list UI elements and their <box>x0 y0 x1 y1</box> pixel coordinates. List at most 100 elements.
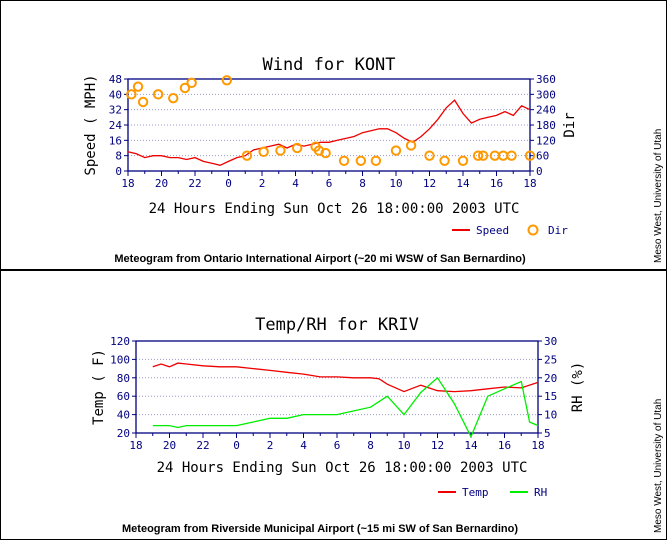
series-dir-point <box>338 155 350 166</box>
series-dir-point <box>132 81 144 92</box>
plot-area <box>127 78 531 172</box>
wind-caption: Meteogram from Ontario International Air… <box>114 253 526 265</box>
series-dir-point <box>186 77 197 89</box>
chart-divider <box>0 269 667 271</box>
x-tick-label: 12 <box>431 439 444 452</box>
y2-tick-label: 360 <box>536 73 556 86</box>
x-tick-label: 20 <box>163 439 176 452</box>
y-tick-label: 20 <box>117 427 130 440</box>
series-dir-point <box>405 140 417 151</box>
legend-label: Temp <box>462 486 489 499</box>
series-dir-point <box>168 92 179 104</box>
y-tick-label: 60 <box>117 390 130 403</box>
series-dir-point <box>439 155 450 166</box>
legend-label: Speed <box>476 224 509 237</box>
series-dir-point <box>179 82 191 94</box>
temp-credit: Meso West, University of Utah <box>653 398 664 533</box>
y-tick-label: 0 <box>115 165 122 178</box>
x-tick-label: 14 <box>456 177 470 190</box>
series-dir-point <box>241 150 253 161</box>
y-tick-label: 80 <box>117 372 130 385</box>
y-tick-label: 24 <box>109 119 123 132</box>
series-dir-point <box>472 150 484 161</box>
wind-credit: Meso West, University of Utah <box>653 128 664 263</box>
x-axis-title: 24 Hours Ending Sun Oct 26 18:00:00 2003… <box>149 201 520 217</box>
x-tick-label: 2 <box>267 439 274 452</box>
x-tick-label: 14 <box>464 439 478 452</box>
y2-axis-title: Dir <box>562 112 578 137</box>
series-dir-point <box>524 150 536 161</box>
y-tick-label: 100 <box>110 353 130 366</box>
wind-chart: Wind for KONT081624324048060120180240300… <box>83 55 578 237</box>
series-speed-line <box>127 99 531 166</box>
temp-caption: Meteogram from Riverside Municipal Airpo… <box>122 523 518 535</box>
series-dir-point <box>221 75 233 86</box>
x-tick-label: 18 <box>531 439 544 452</box>
y-tick-label: 8 <box>115 150 122 163</box>
x-tick-label: 6 <box>326 177 333 190</box>
x-tick-label: 18 <box>523 177 536 190</box>
series-dir-point <box>320 147 331 159</box>
y-tick-label: 48 <box>109 73 122 86</box>
y2-tick-label: 180 <box>536 119 556 132</box>
y2-tick-label: 120 <box>536 134 556 147</box>
temp-rh-chart: Temp/RH for KRIV204060801001205101520253… <box>91 315 586 499</box>
y2-axis-title: RH (%) <box>570 362 586 413</box>
x-tick-label: 22 <box>188 177 201 190</box>
x-tick-label: 0 <box>225 177 232 190</box>
x-tick-label: 18 <box>129 439 142 452</box>
x-tick-label: 8 <box>359 177 366 190</box>
series-rh-line <box>152 376 539 439</box>
y2-tick-label: 5 <box>544 427 551 440</box>
series-dir-point <box>370 155 382 166</box>
y2-tick-label: 300 <box>536 88 556 101</box>
y2-tick-label: 240 <box>536 104 556 117</box>
y-tick-label: 40 <box>117 409 130 422</box>
series-dir-point <box>152 89 164 100</box>
series-dir-point <box>137 96 149 108</box>
y-tick-label: 32 <box>109 104 122 117</box>
series-dir-point <box>457 155 469 166</box>
y2-tick-label: 20 <box>544 372 557 385</box>
y-axis-title: Speed ( MPH) <box>83 74 99 175</box>
series-temp-line <box>152 362 539 393</box>
y-tick-label: 120 <box>110 335 130 348</box>
x-tick-label: 4 <box>300 439 307 452</box>
x-tick-label: 0 <box>233 439 240 452</box>
x-tick-label: 20 <box>155 177 168 190</box>
x-axis-title: 24 Hours Ending Sun Oct 26 18:00:00 2003… <box>157 460 528 476</box>
y2-tick-label: 15 <box>544 390 557 403</box>
x-tick-label: 22 <box>196 439 209 452</box>
x-tick-label: 2 <box>259 177 266 190</box>
plot-area <box>135 340 539 434</box>
x-tick-label: 10 <box>397 439 410 452</box>
legend-label: Dir <box>548 224 568 237</box>
chart-title: Temp/RH for KRIV <box>255 315 419 335</box>
x-tick-label: 12 <box>423 177 436 190</box>
y2-tick-label: 10 <box>544 409 557 422</box>
series-dir-point <box>126 89 137 100</box>
y-tick-label: 16 <box>109 134 122 147</box>
x-tick-label: 16 <box>498 439 511 452</box>
series-dir-point <box>506 150 517 161</box>
x-tick-label: 18 <box>121 177 134 190</box>
y2-tick-label: 0 <box>536 165 543 178</box>
chart-title: Wind for KONT <box>262 55 395 75</box>
series-dir-point <box>390 145 402 156</box>
y2-tick-label: 25 <box>544 353 557 366</box>
y2-tick-label: 30 <box>544 335 557 348</box>
series-dir-point <box>275 145 286 156</box>
x-tick-label: 8 <box>367 439 374 452</box>
x-tick-label: 6 <box>334 439 341 452</box>
y-axis-title: Temp ( F) <box>91 349 107 425</box>
x-tick-label: 16 <box>490 177 503 190</box>
legend-label: RH <box>534 486 547 499</box>
y-tick-label: 40 <box>109 88 122 101</box>
series-dir-point <box>424 150 435 161</box>
y2-tick-label: 60 <box>536 150 549 163</box>
x-tick-label: 4 <box>292 177 299 190</box>
legend-swatch <box>527 224 539 236</box>
series-dir-point <box>258 146 269 158</box>
series-dir-point <box>291 142 303 154</box>
series-dir-point <box>355 155 367 166</box>
